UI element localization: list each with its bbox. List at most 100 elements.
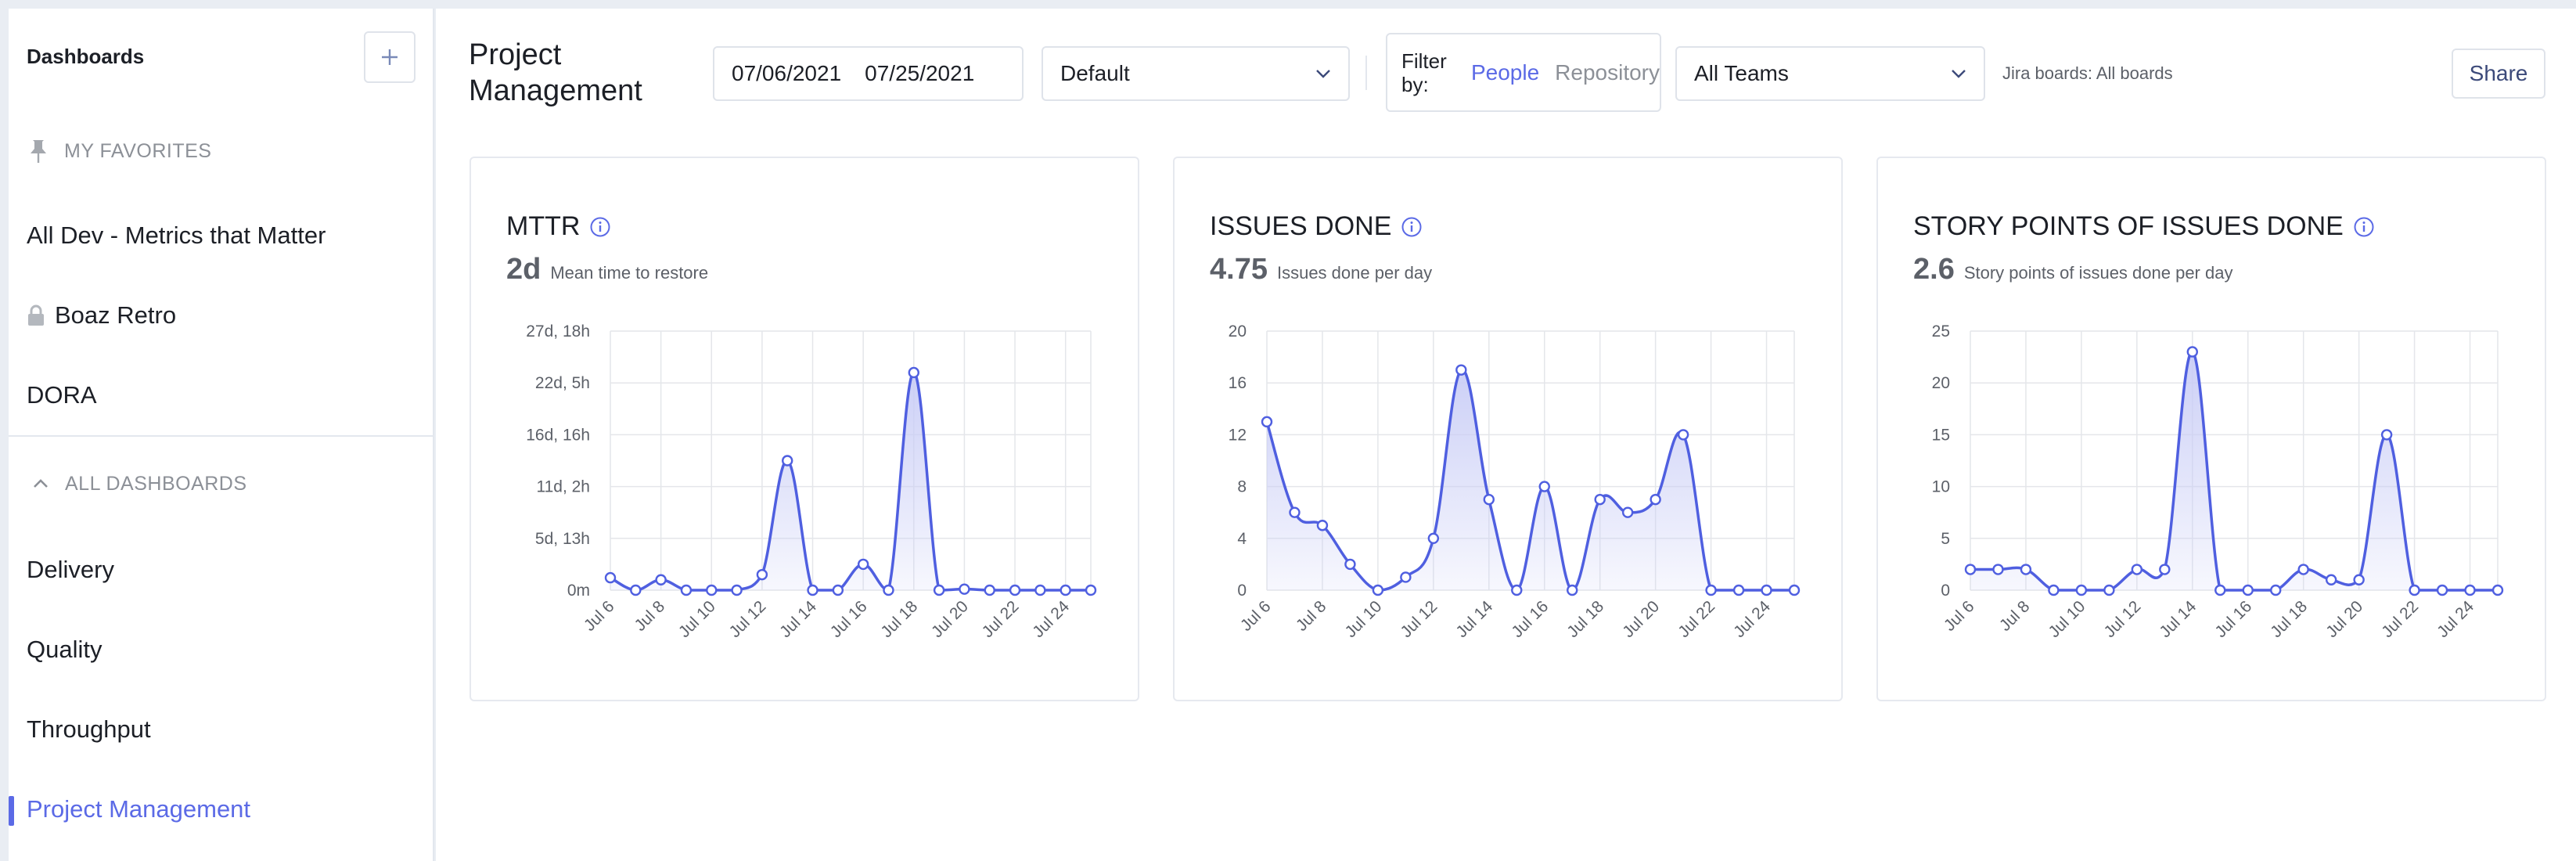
data-point[interactable] [2048, 584, 2060, 596]
data-point[interactable] [1483, 493, 1495, 506]
data-point[interactable] [807, 584, 818, 596]
data-point[interactable] [1400, 571, 1412, 583]
data-point[interactable] [2214, 584, 2226, 596]
data-point[interactable] [1261, 416, 1273, 428]
data-point[interactable] [2242, 584, 2254, 596]
metric-description: Issues done per day [1276, 263, 1433, 283]
data-point[interactable] [2380, 429, 2393, 441]
sidebar-item-all-dev[interactable]: All Dev - Metrics that Matter [27, 218, 326, 253]
metric-value: 4.75 [1210, 253, 1268, 286]
sidebar-item-boaz-retro[interactable]: Boaz Retro [27, 298, 176, 333]
data-point[interactable] [1034, 584, 1046, 596]
y-tick-label: 5 [1941, 530, 1950, 548]
sidebar-item-quality[interactable]: Quality [27, 632, 102, 667]
data-point[interactable] [1344, 558, 1356, 571]
x-tick-label: Jul 16 [827, 597, 871, 641]
data-point[interactable] [2436, 584, 2448, 596]
sidebar-item-dora[interactable]: DORA [27, 378, 97, 412]
all-dashboards-toggle[interactable]: ALL DASHBOARDS [32, 468, 247, 499]
filter-option-people[interactable]: People [1470, 59, 1540, 85]
data-point[interactable] [1621, 506, 1634, 518]
y-tick-label: 22d, 5h [535, 374, 590, 392]
card-metric: 2.6 Story points of issues done per day [1913, 253, 2232, 286]
data-point[interactable] [1594, 493, 1606, 506]
x-tick-label: Jul 20 [928, 597, 972, 641]
data-point[interactable] [1705, 584, 1717, 596]
data-point[interactable] [1677, 429, 1689, 441]
data-point[interactable] [2464, 584, 2476, 596]
favorites-section-header: MY FAVORITES [28, 135, 211, 167]
y-tick-label: 20 [1229, 322, 1247, 340]
data-point[interactable] [908, 366, 919, 379]
data-point[interactable] [2409, 584, 2420, 596]
data-point[interactable] [1009, 584, 1021, 596]
y-tick-label: 25 [1932, 322, 1950, 340]
data-point[interactable] [2159, 564, 2171, 575]
data-point[interactable] [1964, 564, 1977, 575]
metric-description: Story points of issues done per day [1963, 263, 2233, 283]
data-point[interactable] [1316, 520, 1329, 531]
data-point[interactable] [832, 584, 844, 596]
date-range-picker[interactable]: 07/06/2021 07/25/2021 [713, 46, 1024, 101]
data-point[interactable] [655, 574, 667, 585]
x-tick-label: Jul 6 [1237, 597, 1275, 635]
sidebar-item-label: All Dev - Metrics that Matter [27, 222, 326, 249]
y-tick-label: 27d, 18h [526, 322, 590, 340]
data-point[interactable] [2297, 564, 2309, 575]
add-dashboard-button[interactable] [364, 31, 416, 83]
data-point[interactable] [756, 568, 768, 581]
data-point[interactable] [1427, 532, 1440, 544]
data-point[interactable] [731, 584, 743, 596]
data-point[interactable] [1289, 506, 1301, 518]
chevron-down-icon [1316, 70, 1330, 78]
data-point[interactable] [959, 583, 970, 595]
data-point[interactable] [604, 571, 617, 584]
data-point[interactable] [2491, 584, 2504, 596]
data-point[interactable] [2075, 584, 2088, 596]
x-tick-label: Jul 18 [1563, 597, 1607, 641]
info-icon[interactable] [1401, 216, 1423, 238]
sidebar-title: Dashboards [27, 45, 145, 68]
info-icon[interactable] [2353, 216, 2375, 238]
data-point[interactable] [1538, 481, 1550, 492]
teams-select[interactable]: All Teams [1675, 46, 1985, 101]
data-point[interactable] [883, 584, 894, 596]
data-point[interactable] [933, 584, 945, 596]
y-tick-label: 10 [1932, 478, 1950, 496]
data-point[interactable] [1567, 584, 1578, 596]
sidebar-item-project-management[interactable]: Project Management [27, 792, 250, 827]
data-point[interactable] [1372, 584, 1384, 596]
data-point[interactable] [680, 584, 693, 596]
data-point[interactable] [2353, 574, 2365, 585]
data-point[interactable] [2131, 564, 2143, 575]
metric-value: 2.6 [1913, 253, 1955, 286]
data-point[interactable] [1761, 584, 1772, 596]
data-point[interactable] [630, 584, 642, 596]
sidebar-item-delivery[interactable]: Delivery [27, 553, 114, 587]
data-point[interactable] [1455, 364, 1467, 376]
data-point[interactable] [2325, 574, 2337, 585]
data-point[interactable] [1732, 584, 1745, 596]
data-point[interactable] [1650, 493, 1661, 506]
data-point[interactable] [706, 584, 718, 596]
data-point[interactable] [782, 455, 793, 467]
data-point[interactable] [1788, 584, 1801, 596]
series-line [1970, 350, 2498, 592]
data-point[interactable] [1085, 584, 1097, 596]
preset-value: Default [1060, 61, 1130, 85]
data-point[interactable] [984, 584, 995, 596]
x-tick-label: Jul 12 [1397, 597, 1441, 641]
preset-select[interactable]: Default [1042, 46, 1350, 101]
data-point[interactable] [1992, 564, 2004, 575]
data-point[interactable] [1511, 584, 1523, 596]
data-point[interactable] [2270, 584, 2282, 596]
sidebar-item-throughput[interactable]: Throughput [27, 712, 151, 747]
share-button[interactable]: Share [2452, 49, 2545, 99]
data-point[interactable] [857, 558, 869, 571]
filter-option-repository[interactable]: Repository [1555, 59, 1660, 85]
data-point[interactable] [2186, 346, 2198, 358]
data-point[interactable] [2103, 584, 2115, 596]
data-point[interactable] [1060, 584, 1071, 596]
data-point[interactable] [2020, 564, 2032, 575]
info-icon[interactable] [589, 216, 611, 238]
